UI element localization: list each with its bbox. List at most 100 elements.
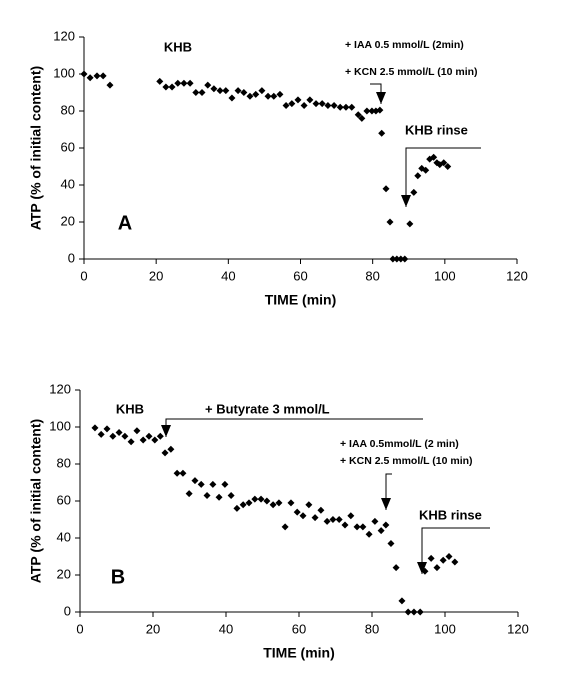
data-point bbox=[440, 159, 448, 167]
data-point bbox=[245, 499, 253, 507]
data-point bbox=[227, 491, 235, 499]
data-point bbox=[422, 166, 430, 174]
x-tick-label: 60 bbox=[293, 268, 307, 283]
data-point bbox=[191, 477, 199, 485]
x-tick-label: 60 bbox=[292, 621, 306, 636]
data-point bbox=[444, 163, 452, 170]
y-tick-label: 60 bbox=[57, 492, 71, 507]
data-point bbox=[329, 516, 337, 523]
data-point bbox=[186, 79, 194, 87]
x-tick-label: 100 bbox=[434, 268, 456, 283]
data-point bbox=[439, 556, 447, 564]
annotation-line bbox=[421, 527, 490, 574]
data-point bbox=[258, 87, 266, 95]
x-tick-label: 20 bbox=[146, 621, 160, 636]
data-point bbox=[393, 255, 401, 263]
arrow-head bbox=[417, 562, 427, 574]
data-point bbox=[401, 255, 409, 263]
x-tick-label: 40 bbox=[221, 268, 235, 283]
data-point bbox=[336, 103, 344, 111]
data-point bbox=[275, 499, 283, 507]
data-point bbox=[433, 564, 441, 572]
data-point bbox=[133, 427, 141, 435]
data-point bbox=[341, 521, 349, 529]
annotation: KHB rinse bbox=[405, 122, 468, 137]
data-point bbox=[197, 480, 205, 488]
y-axis-label: ATP (% of initial content) bbox=[28, 66, 44, 230]
data-point bbox=[91, 424, 99, 432]
data-point bbox=[252, 90, 260, 98]
data-point bbox=[300, 101, 308, 109]
data-point bbox=[106, 81, 114, 89]
data-point bbox=[397, 255, 405, 263]
y-tick-label: 100 bbox=[53, 65, 75, 80]
y-tick-label: 80 bbox=[57, 455, 71, 470]
data-point bbox=[317, 506, 325, 514]
y-tick-label: 20 bbox=[57, 566, 71, 581]
data-point bbox=[209, 480, 217, 488]
data-point bbox=[398, 597, 406, 605]
data-point bbox=[348, 103, 356, 111]
data-point bbox=[185, 490, 193, 498]
x-tick-label: 0 bbox=[80, 268, 87, 283]
y-tick-label: 80 bbox=[61, 102, 75, 117]
data-point bbox=[421, 567, 429, 575]
y-tick-label: 100 bbox=[49, 418, 71, 433]
x-tick-label: 0 bbox=[76, 621, 83, 636]
y-tick-label: 120 bbox=[49, 381, 71, 396]
annotation: KHB bbox=[116, 401, 144, 416]
y-tick-label: 0 bbox=[64, 603, 71, 618]
data-point bbox=[239, 501, 247, 509]
data-point bbox=[410, 608, 418, 616]
y-tick-label: 60 bbox=[61, 139, 75, 154]
y-axis-label: ATP (% of initial content) bbox=[28, 419, 44, 583]
data-point bbox=[180, 79, 188, 87]
data-point bbox=[93, 72, 101, 80]
data-point bbox=[406, 220, 414, 228]
y-tick-label: 0 bbox=[68, 250, 75, 265]
data-point bbox=[387, 540, 395, 548]
data-point bbox=[103, 425, 111, 433]
data-point bbox=[353, 523, 361, 531]
data-point bbox=[263, 497, 271, 505]
x-tick-label: 20 bbox=[149, 268, 163, 283]
data-point bbox=[311, 514, 319, 522]
x-tick-label: 120 bbox=[507, 621, 529, 636]
annotation-line bbox=[405, 147, 481, 207]
x-axis-label: TIME (min) bbox=[263, 645, 335, 661]
data-point bbox=[288, 100, 296, 108]
data-point bbox=[97, 430, 105, 438]
data-point bbox=[382, 521, 390, 529]
data-point bbox=[281, 523, 289, 531]
annotation: + IAA 0.5mmol/L (2 min) bbox=[340, 438, 459, 450]
data-point bbox=[342, 103, 350, 111]
data-point bbox=[330, 101, 338, 109]
x-tick-label: 80 bbox=[365, 268, 379, 283]
data-point bbox=[389, 255, 397, 263]
data-point bbox=[203, 491, 211, 499]
data-point bbox=[323, 517, 331, 525]
data-point bbox=[127, 438, 135, 446]
data-point bbox=[410, 188, 418, 196]
annotation: + IAA 0.5 mmol/L (2min) bbox=[345, 39, 464, 51]
data-point bbox=[287, 499, 295, 507]
data-point bbox=[347, 512, 355, 520]
data-point bbox=[416, 608, 424, 616]
data-point bbox=[174, 79, 182, 87]
arrow-head bbox=[376, 92, 386, 104]
data-point bbox=[386, 218, 394, 226]
data-point bbox=[371, 517, 379, 525]
data-point bbox=[305, 501, 313, 509]
data-point bbox=[179, 469, 187, 477]
data-point bbox=[221, 480, 229, 488]
data-point bbox=[109, 432, 117, 440]
data-point bbox=[365, 530, 373, 538]
y-tick-label: 40 bbox=[57, 529, 71, 544]
y-tick-label: 120 bbox=[53, 28, 75, 43]
data-point bbox=[167, 445, 175, 453]
data-point bbox=[368, 107, 376, 115]
data-point bbox=[145, 432, 153, 440]
x-tick-label: 40 bbox=[219, 621, 233, 636]
data-point bbox=[156, 77, 164, 85]
data-point bbox=[210, 85, 218, 93]
